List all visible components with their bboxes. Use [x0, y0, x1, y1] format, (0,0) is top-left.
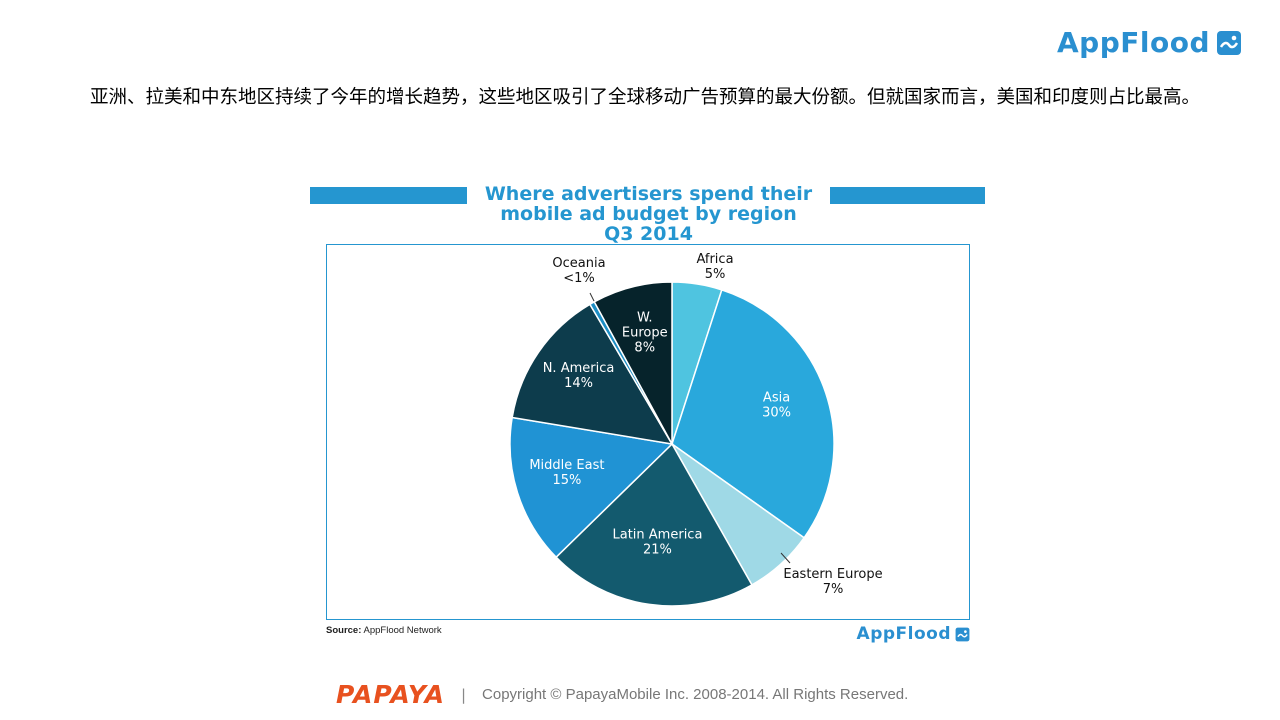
pie-chart: Africa 5% Asia 30% Eastern Europe 7% Latin Ame…	[509, 252, 883, 607]
chart-title: Where advertisers spend their mobile ad …	[467, 184, 830, 244]
pie-slice-middle-east	[509, 416, 674, 559]
slice-value-label: <1%	[563, 271, 595, 286]
source-label: Source:	[326, 625, 362, 636]
slice-label: Middle East 15%	[529, 458, 604, 488]
slice-name-label: Oceania	[552, 256, 605, 271]
leader-line	[780, 552, 791, 564]
source-text: AppFlood Network	[363, 625, 442, 636]
slice-value-label: 21%	[643, 543, 672, 558]
slice-label: Asia 30%	[762, 390, 791, 420]
slice-value-label: 14%	[564, 376, 593, 391]
slice-label: W. Europe 8%	[622, 310, 668, 355]
appflood-logo: AppFlood	[1057, 26, 1242, 59]
plot-frame: Africa 5% Asia 30% Eastern Europe 7% Latin Ame…	[326, 244, 970, 620]
slice-value-label: 30%	[762, 405, 791, 420]
pie-slice-latin-america	[555, 442, 753, 607]
chart-title-line: mobile ad budget by region	[500, 203, 797, 225]
title-bar-right	[830, 187, 985, 204]
slice-value-label: 7%	[823, 582, 844, 597]
wave-icon	[1217, 30, 1241, 55]
slice-name-label: W.	[637, 310, 653, 325]
footer-separator: |	[460, 685, 467, 704]
copyright-text: Copyright © PapayaMobile Inc. 2008-2014.…	[482, 686, 909, 703]
slice-name-label: Latin America	[613, 528, 703, 543]
chart-title-line: Where advertisers spend their	[484, 183, 813, 205]
slice-label: Eastern Europe 7%	[783, 567, 882, 597]
pie-slice-n-america	[511, 303, 674, 446]
wave-icon	[955, 627, 970, 641]
chart-figure: Where advertisers spend their mobile ad …	[310, 184, 986, 650]
slice-label: Africa 5%	[696, 252, 733, 282]
appflood-logo-text: AppFlood	[1057, 26, 1210, 59]
slice-name-label: Asia	[763, 390, 790, 405]
slice-label: Latin America 21%	[613, 528, 703, 558]
chart-title-line: Q3 2014	[604, 223, 693, 245]
slice-name-label: Africa	[696, 252, 733, 267]
headline: 亚洲、拉美和中东地区持续了今年的增长趋势，这些地区吸引了全球移动广告预算的最大份…	[89, 87, 1200, 108]
pie-slice-asia	[671, 288, 835, 539]
title-bar-left	[310, 187, 467, 204]
papaya-logo: PAPAYA	[336, 680, 445, 709]
slice-value-label: 5%	[705, 267, 726, 282]
slice-value-label: 15%	[552, 473, 581, 488]
footer: PAPAYA | Copyright © PapayaMobile Inc. 2…	[336, 680, 908, 709]
appflood-logo-small: AppFlood	[857, 624, 970, 644]
slice-value-label: 8%	[634, 340, 655, 355]
slice-name-label: N. America	[543, 361, 615, 376]
slice-name-label: Middle East	[529, 458, 604, 473]
slice-label: N. America 14%	[543, 361, 615, 391]
pie-slice-w-europe	[593, 281, 673, 445]
appflood-logo-small-text: AppFlood	[856, 624, 951, 644]
slice-name-label: Eastern Europe	[783, 567, 882, 582]
slice-name-label: Europe	[622, 325, 668, 340]
source-note: Source: AppFlood Network	[326, 625, 442, 636]
slice-label: Oceania <1%	[552, 256, 605, 286]
